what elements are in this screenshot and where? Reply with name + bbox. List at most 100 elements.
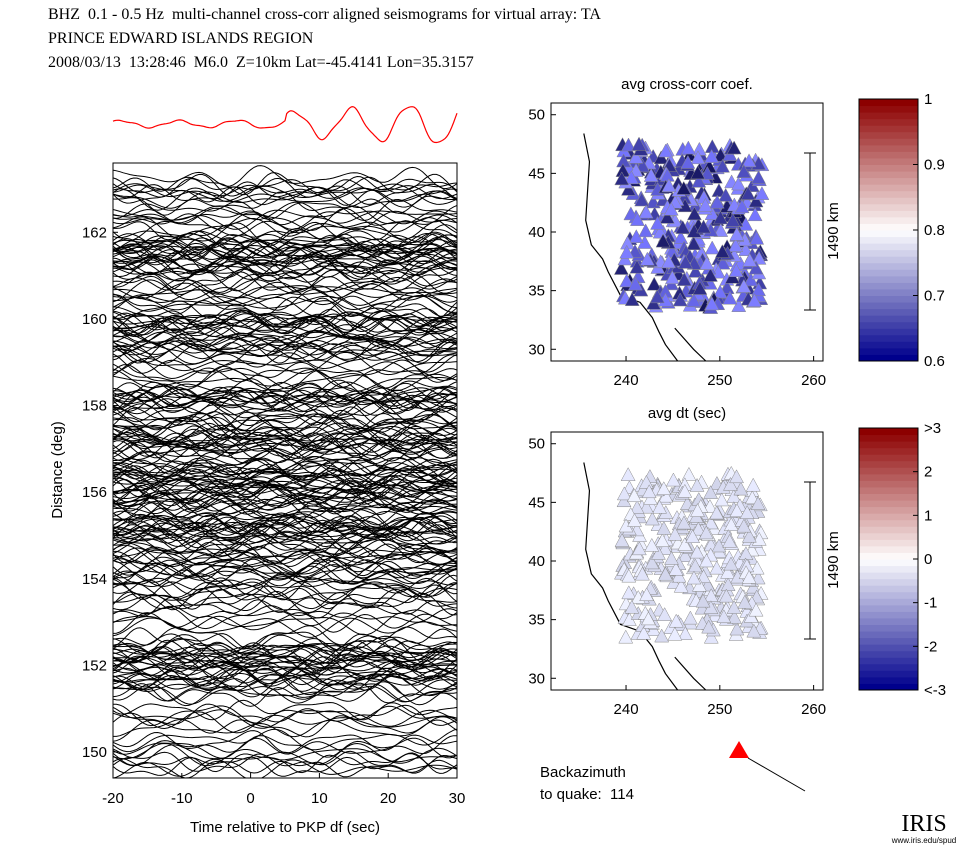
station-triangle — [738, 216, 754, 231]
station-triangle — [678, 254, 693, 269]
seismogram-trace — [113, 438, 457, 461]
seismogram-trace — [113, 758, 457, 778]
map-y-tick-label: 35 — [528, 283, 545, 300]
seismogram-trace — [113, 183, 457, 205]
station-triangle — [702, 499, 718, 513]
seismogram-trace — [113, 652, 457, 676]
seismogram-trace — [113, 487, 457, 511]
backazimuth-value: to quake: 114 — [540, 786, 634, 803]
y-tick-label: 150 — [82, 744, 107, 761]
map-y-tick-label: 40 — [528, 224, 545, 241]
station-triangle — [748, 602, 764, 617]
seismogram-trace — [113, 711, 457, 734]
station-triangle — [613, 260, 629, 275]
seismogram-trace — [113, 462, 457, 486]
seismogram-trace — [113, 314, 457, 335]
station-triangle — [629, 212, 645, 226]
seismogram-trace — [113, 353, 457, 375]
colorbar-tick-label: 0.9 — [924, 157, 945, 174]
station-triangle — [653, 150, 669, 165]
colorbar-swatch — [859, 631, 918, 639]
seismogram-trace — [113, 327, 457, 350]
station-triangle — [736, 518, 752, 533]
map-y-tick-label: 30 — [528, 670, 545, 687]
colorbar-swatch — [859, 683, 918, 691]
seismogram-trace — [113, 237, 457, 261]
colorbar-swatch — [859, 334, 918, 342]
station-triangle — [711, 538, 727, 553]
station-triangle — [618, 629, 634, 644]
y-tick-label: 156 — [82, 484, 107, 501]
station-triangle — [657, 607, 673, 621]
station-triangle — [733, 481, 749, 496]
seismogram-trace — [113, 271, 457, 296]
seismogram-trace — [113, 644, 457, 664]
seismogram-trace — [113, 703, 457, 727]
station-triangle — [709, 194, 725, 209]
station-triangle — [686, 293, 702, 308]
colorbar-swatch — [859, 347, 918, 355]
seismogram-trace — [113, 650, 457, 670]
station-triangle — [695, 593, 711, 608]
seismogram-trace — [113, 709, 457, 729]
map-y-tick-label: 35 — [528, 612, 545, 629]
station-triangle — [643, 168, 659, 182]
colorbar-swatch — [859, 151, 918, 159]
seismogram-trace — [113, 444, 457, 465]
colorbar-swatch — [859, 210, 918, 218]
station-triangle — [651, 545, 666, 560]
seismogram-trace — [113, 519, 457, 542]
seismogram-trace — [113, 498, 457, 519]
station-triangle — [658, 566, 673, 581]
colorbar-swatch — [859, 434, 918, 442]
seismogram-trace — [113, 513, 457, 536]
station-triangle — [624, 170, 639, 185]
station-triangle — [734, 199, 750, 214]
seismogram-trace — [113, 568, 457, 590]
colorbar-swatch — [859, 454, 918, 462]
title-line-1: BHZ 0.1 - 0.5 Hz multi-channel cross-cor… — [48, 6, 601, 23]
colorbar-swatch — [859, 341, 918, 349]
colorbar-swatch — [859, 230, 918, 238]
seismogram-trace — [113, 520, 457, 536]
colorbar-tick-label: 2 — [924, 464, 932, 481]
iris-logo-text: IRIS — [901, 811, 947, 837]
coastline — [583, 462, 679, 691]
station-triangle — [638, 474, 654, 489]
seismogram-trace — [113, 665, 457, 687]
station-triangle — [704, 149, 720, 163]
map-y-tick-label: 45 — [528, 494, 545, 511]
colorbar-swatch — [859, 585, 918, 593]
colorbar-swatch — [859, 598, 918, 606]
station-triangle — [640, 611, 656, 626]
backazimuth-label: Backazimuth — [540, 764, 626, 781]
colorbar-swatch — [859, 467, 918, 475]
station-triangle — [655, 233, 671, 248]
seismogram-trace — [113, 328, 457, 346]
colorbar-swatch — [859, 663, 918, 671]
station-triangle — [663, 201, 679, 216]
station-triangle — [629, 500, 645, 514]
seismogram-trace — [113, 309, 457, 336]
title-line-2: PRINCE EDWARD ISLANDS REGION — [48, 30, 314, 47]
seismogram-trace — [113, 559, 457, 582]
station-triangle — [722, 290, 738, 305]
seismogram-trace — [113, 578, 457, 601]
x-tick-label: -20 — [102, 790, 124, 807]
colorbar-swatch — [859, 539, 918, 547]
scale-bar-label: 1490 km — [825, 531, 842, 589]
seismogram-trace — [113, 326, 457, 347]
station-triangle — [726, 600, 742, 614]
seismogram-trace — [113, 478, 457, 502]
colorbar-swatch — [859, 552, 918, 560]
seismogram-trace — [113, 672, 457, 691]
x-tick-label: 0 — [246, 790, 254, 807]
station-triangle — [685, 529, 701, 544]
station-triangle — [687, 206, 702, 221]
station-triangle — [624, 292, 640, 306]
seismogram-trace — [113, 737, 457, 759]
station-triangle — [681, 466, 697, 481]
colorbar-swatch — [859, 559, 918, 567]
station-triangle — [736, 278, 752, 293]
